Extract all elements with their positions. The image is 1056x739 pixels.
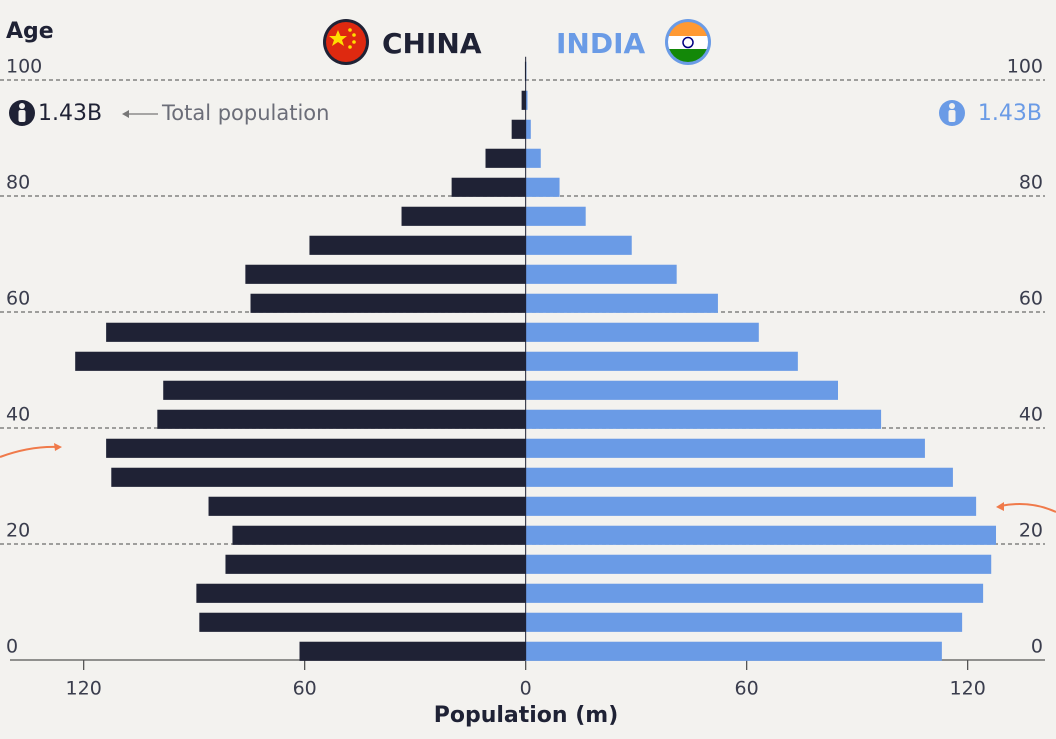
bar: [525, 148, 541, 168]
bar: [525, 264, 677, 284]
bar: [157, 409, 526, 429]
bar: [225, 554, 526, 574]
bar: [163, 380, 526, 400]
y-tick-label: 20: [6, 520, 30, 542]
bar: [525, 119, 531, 139]
person-icon: [939, 100, 965, 126]
deco-arrow: [0, 445, 59, 458]
bar: [525, 438, 925, 458]
bar: [525, 177, 560, 197]
y-tick-label: 80: [6, 172, 30, 194]
y-tick-label: 20: [1019, 520, 1043, 542]
bar: [250, 293, 526, 313]
y-tick-label: 100: [6, 56, 42, 78]
deco-arrowhead: [996, 502, 1004, 511]
bar: [525, 612, 963, 632]
y-axis-label: Age: [6, 19, 54, 44]
bar: [521, 90, 526, 110]
bar: [525, 641, 942, 661]
bar: [106, 322, 526, 342]
y-tick-label: 100: [1007, 56, 1043, 78]
annotation-arrowhead: [122, 110, 129, 118]
bar: [525, 496, 977, 516]
bar: [451, 177, 526, 197]
y-tick-label: 40: [6, 404, 30, 426]
deco-arrow: [999, 503, 1056, 513]
legend-china: CHINA: [382, 27, 482, 60]
india-flag: [665, 19, 711, 65]
bar: [525, 235, 632, 255]
y-tick-label: 80: [1019, 172, 1043, 194]
china-total: 1.43B: [38, 101, 102, 126]
bar: [525, 583, 984, 603]
bar: [511, 119, 526, 139]
y-tick-label: 0: [6, 636, 18, 658]
bar: [196, 583, 526, 603]
bar: [525, 409, 882, 429]
x-tick-label: 60: [293, 678, 317, 700]
y-tick-label: 0: [1031, 636, 1043, 658]
bar: [525, 525, 997, 545]
india-total: 1.43B: [978, 101, 1042, 126]
bar: [525, 351, 798, 371]
bar: [525, 322, 759, 342]
bar: [525, 206, 586, 226]
bar: [208, 496, 526, 516]
bar: [401, 206, 526, 226]
bar: [299, 641, 526, 661]
x-tick-label: 60: [735, 678, 759, 700]
legend-india: INDIA: [556, 27, 646, 60]
bar: [525, 293, 718, 313]
bar: [106, 438, 526, 458]
bar: [525, 554, 992, 574]
bar: [485, 148, 526, 168]
bar: [111, 467, 526, 487]
bar: [525, 90, 528, 110]
y-tick-label: 60: [6, 288, 30, 310]
deco-arrowhead: [54, 443, 62, 451]
china-flag: [323, 19, 369, 65]
x-tick-label: 120: [950, 678, 986, 700]
x-axis-label: Population (m): [434, 703, 619, 728]
bar: [525, 380, 838, 400]
x-tick-label: 0: [520, 678, 532, 700]
bar: [232, 525, 526, 545]
y-tick-label: 40: [1019, 404, 1043, 426]
bar: [525, 467, 953, 487]
y-tick-label: 60: [1019, 288, 1043, 310]
person-icon: [9, 100, 35, 126]
x-tick-label: 120: [66, 678, 102, 700]
bar: [245, 264, 526, 284]
bar: [309, 235, 526, 255]
bar: [75, 351, 526, 371]
annotation: Total population: [161, 101, 329, 125]
bar: [199, 612, 526, 632]
